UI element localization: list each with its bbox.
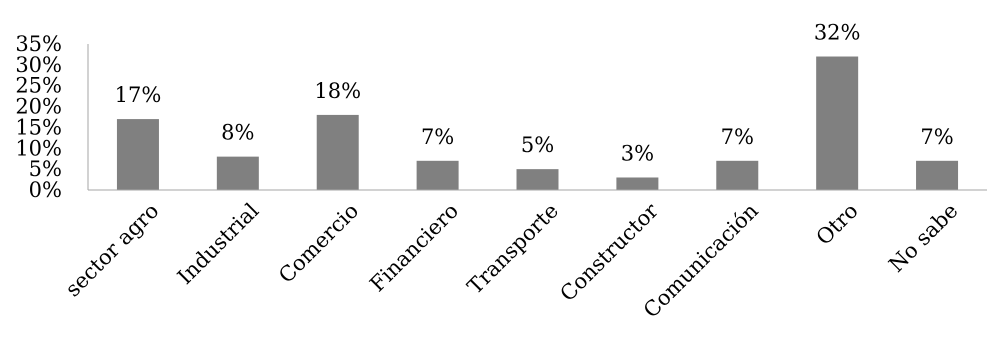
y-tick-label: 25% — [15, 74, 62, 98]
y-tick-label: 0% — [29, 178, 62, 202]
x-tick-label: Comercio — [274, 199, 363, 288]
bar — [716, 160, 759, 190]
data-label: 7% — [721, 125, 754, 149]
y-tick-label: 30% — [15, 53, 62, 77]
bar — [516, 169, 559, 190]
y-tick-label: 20% — [15, 95, 62, 119]
data-label: 32% — [814, 21, 861, 45]
x-tick-label: Industrial — [173, 198, 264, 289]
data-label: 18% — [314, 79, 361, 103]
x-tick-label: Financiero — [365, 199, 463, 297]
x-tick-label: sector agro — [61, 199, 164, 302]
bar — [816, 56, 859, 191]
y-tick-label: 10% — [15, 136, 62, 160]
x-tick-label: Constructor — [556, 198, 664, 306]
data-label: 7% — [421, 125, 454, 149]
bar — [616, 177, 659, 190]
bar — [916, 160, 959, 190]
data-label: 7% — [920, 125, 953, 149]
y-tick-label: 5% — [29, 157, 62, 181]
data-label: 8% — [221, 121, 254, 145]
bar — [316, 114, 359, 190]
data-label: 5% — [521, 133, 554, 157]
bar — [116, 119, 159, 190]
y-tick-label: 15% — [15, 115, 62, 139]
x-tick-label: No sabe — [884, 199, 962, 277]
y-tick-label: 35% — [15, 32, 62, 56]
data-label: 3% — [621, 141, 654, 165]
bar — [216, 156, 259, 190]
bar — [416, 160, 459, 190]
x-tick-label: Transporte — [463, 199, 563, 299]
x-tick-label: Otro — [812, 199, 863, 250]
data-label: 17% — [115, 83, 162, 107]
